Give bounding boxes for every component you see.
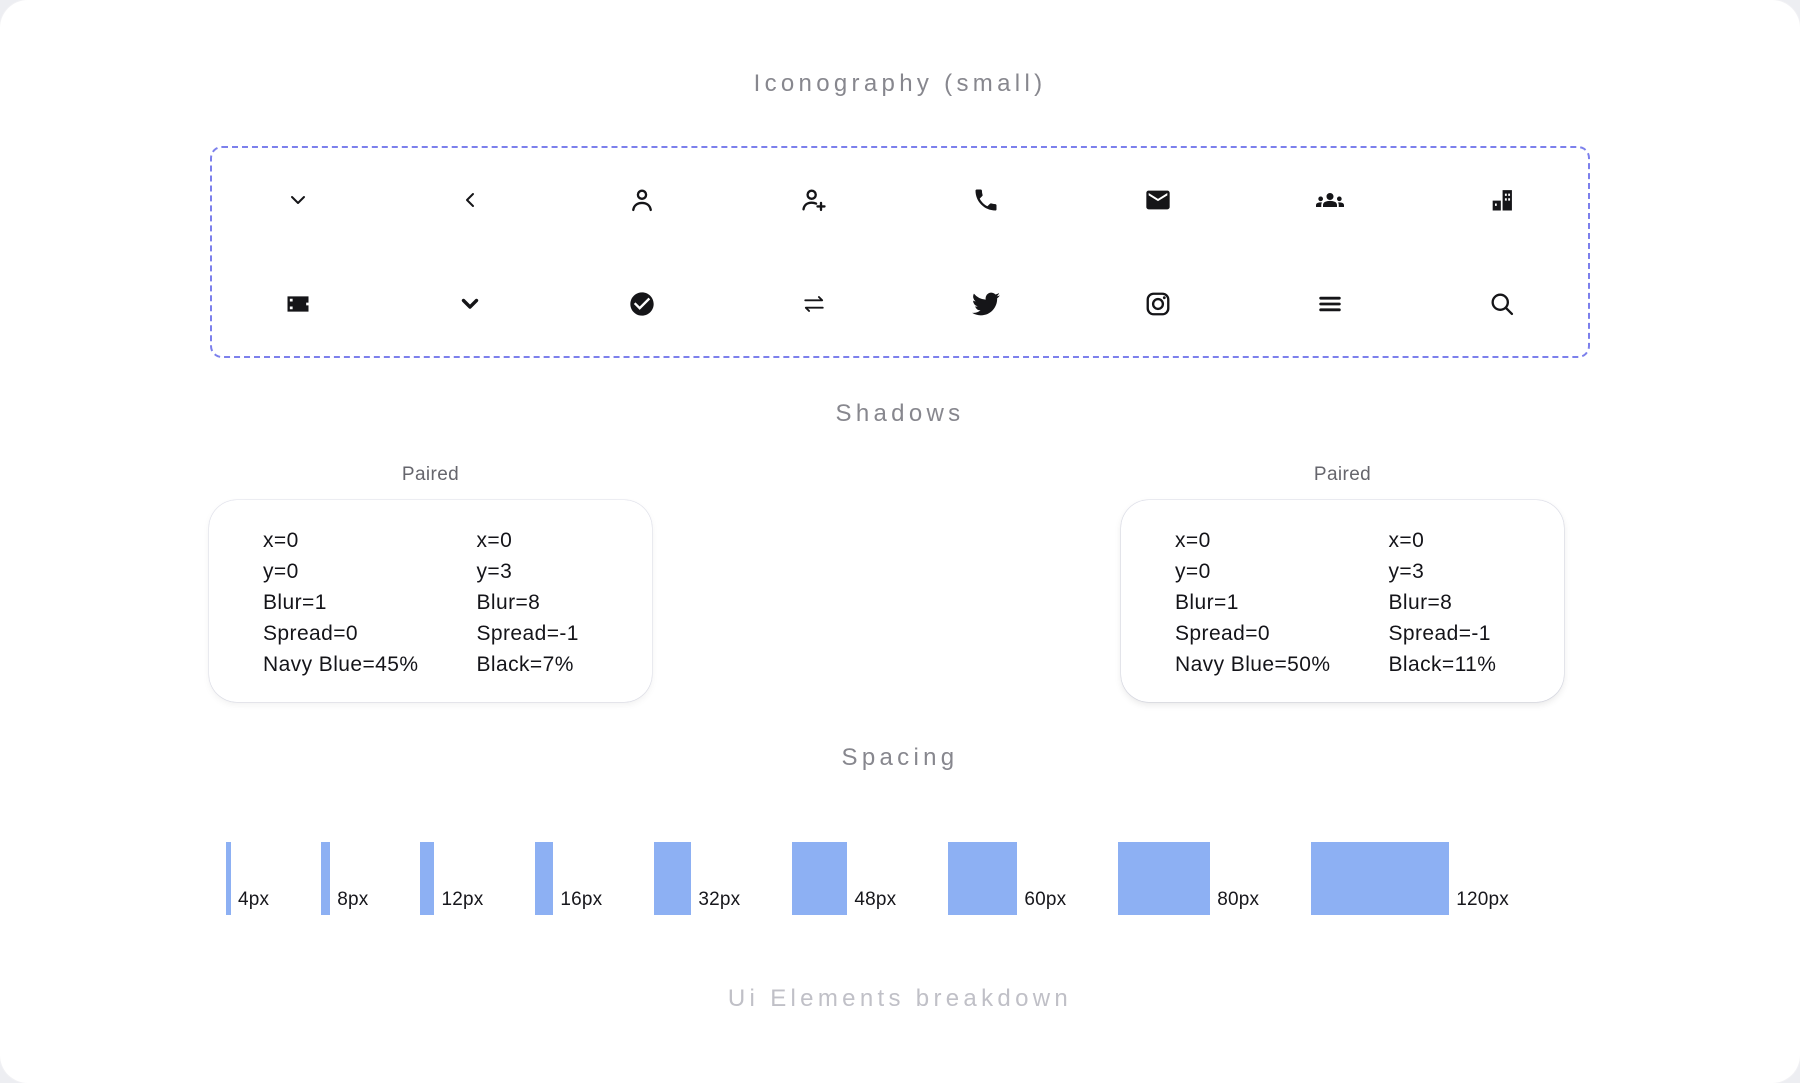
paired-label: Paired — [1313, 464, 1372, 485]
icon-cell-chevron-down — [283, 185, 313, 215]
shadows-section: Paired x=0 y=0 Blur=1 Spread=0 Navy Blue… — [0, 428, 1800, 704]
spacing-bar — [226, 842, 231, 915]
chevron-left-icon — [466, 193, 474, 207]
icon-cell-chevron-left — [455, 185, 485, 215]
check-circle-icon — [630, 292, 654, 316]
shadow-spec-card-1: x=0 y=0 Blur=1 Spread=0 Navy Blue=45% x=… — [209, 500, 652, 702]
icon-cell-check-circle — [627, 289, 657, 319]
shadow-spec-line: Blur=1 — [1175, 591, 1239, 614]
spacing-token-32: 32px — [654, 842, 740, 915]
iconography-panel — [210, 146, 1590, 358]
spacing-bar — [1118, 842, 1211, 915]
swap-horizontal-icon — [804, 296, 824, 312]
icon-cell-office-building — [1487, 185, 1517, 215]
shadow-spec-line: Spread=-1 — [476, 622, 579, 645]
shadow-spec-line: Blur=8 — [1388, 591, 1453, 614]
shadow-spec-column: x=0 y=0 Blur=1 Spread=0 Navy Blue=45% — [263, 525, 418, 702]
spacing-bar — [321, 842, 331, 915]
spacing-label: 48px — [854, 889, 897, 910]
spacing-bar — [654, 842, 692, 915]
icon-cell-user — [627, 185, 657, 215]
menu-icon — [1319, 296, 1341, 312]
shadow-spec-line: Navy Blue=50% — [1175, 653, 1331, 676]
paired-label: Paired — [401, 464, 460, 485]
spacing-scale: 4px 8px 12px 16px 32px 48px 60px 80px — [226, 842, 1800, 915]
shadow-spec-line: Black=11% — [1388, 653, 1497, 676]
spacing-label: 8px — [337, 889, 369, 910]
shadow-spec-line: Navy Blue=45% — [263, 653, 419, 676]
spacing-token-80: 80px — [1118, 842, 1259, 915]
icon-cell-user-add — [799, 185, 829, 215]
user-icon — [632, 189, 652, 212]
shadow-spec-line: Spread=0 — [1175, 622, 1271, 645]
spacing-label: 120px — [1456, 889, 1509, 910]
shadow-spec-line: y=0 — [263, 560, 299, 583]
icon-cell-mail — [1143, 185, 1173, 215]
spacing-token-48: 48px — [792, 842, 896, 915]
spacing-section-title: Spacing — [841, 744, 959, 771]
shadow-card-group-2: Paired x=0 y=0 Blur=1 Spread=0 Navy Blue… — [1121, 428, 1564, 702]
shadow-card-group-1: Paired x=0 y=0 Blur=1 Spread=0 Navy Blue… — [209, 428, 652, 702]
shadows-section-title: Shadows — [835, 400, 965, 427]
search-icon — [1491, 293, 1514, 316]
shadow-spec-line: Blur=1 — [263, 591, 327, 614]
icon-cell-group — [1315, 185, 1345, 215]
shadow-spec-column: x=0 y=3 Blur=8 Spread=-1 Black=7% — [476, 525, 578, 702]
icon-cell-twitter — [971, 289, 1001, 319]
spacing-label: 16px — [560, 889, 603, 910]
chevron-down-icon — [291, 196, 305, 204]
shadow-spec-line: x=0 — [1175, 529, 1211, 552]
spacing-token-60: 60px — [948, 842, 1066, 915]
icon-cell-movie — [283, 289, 313, 319]
chevron-down-bold-icon — [461, 298, 479, 309]
spacing-label: 32px — [698, 889, 741, 910]
shadow-spec-line: x=0 — [476, 529, 513, 552]
shadow-spec-line: Blur=8 — [476, 591, 541, 614]
icon-cell-menu — [1315, 289, 1345, 319]
spacing-bar — [420, 842, 435, 915]
instagram-icon — [1146, 292, 1170, 316]
spacing-token-16: 16px — [535, 842, 602, 915]
office-building-icon — [1492, 190, 1512, 211]
shadow-spec-card-2: x=0 y=0 Blur=1 Spread=0 Navy Blue=50% x=… — [1121, 500, 1564, 702]
shadow-spec-line: y=0 — [1175, 560, 1211, 583]
spacing-token-12: 12px — [420, 842, 483, 915]
shadow-spec-column: x=0 y=0 Blur=1 Spread=0 Navy Blue=50% — [1175, 525, 1330, 702]
spacing-token-8: 8px — [321, 842, 368, 915]
spacing-label: 60px — [1024, 889, 1067, 910]
icon-cell-chevron-down-bold — [455, 289, 485, 319]
ui-elements-breakdown-title: Ui Elements breakdown — [727, 985, 1073, 1012]
icon-cell-instagram — [1143, 289, 1173, 319]
spacing-label: 4px — [238, 889, 270, 910]
icon-cell-search — [1487, 289, 1517, 319]
shadow-spec-line: y=3 — [1388, 560, 1425, 583]
shadow-spec-line: x=0 — [1388, 529, 1425, 552]
spacing-token-4: 4px — [226, 842, 269, 915]
shadow-spec-line: Spread=-1 — [1388, 622, 1491, 645]
spacing-bar — [535, 842, 554, 915]
phone-icon — [975, 189, 997, 211]
mail-icon — [1146, 190, 1170, 210]
spacing-label: 80px — [1217, 889, 1260, 910]
spacing-token-120: 120px — [1311, 842, 1509, 915]
twitter-icon — [972, 292, 1000, 316]
iconography-section-title: Iconography (small) — [753, 70, 1047, 97]
spacing-label: 12px — [441, 889, 484, 910]
spacing-bar — [1311, 842, 1450, 915]
shadow-spec-line: y=3 — [476, 560, 513, 583]
shadow-spec-line: Spread=0 — [263, 622, 359, 645]
shadow-spec-line: x=0 — [263, 529, 299, 552]
user-add-icon — [802, 189, 826, 212]
shadow-spec-line: Black=7% — [476, 653, 574, 676]
icon-cell-swap-horizontal — [799, 289, 829, 319]
group-icon — [1316, 193, 1344, 207]
spacing-bar — [948, 842, 1018, 915]
shadow-spec-column: x=0 y=3 Blur=8 Spread=-1 Black=11% — [1388, 525, 1496, 702]
icon-cell-phone — [971, 185, 1001, 215]
movie-icon — [287, 296, 309, 312]
spacing-bar — [792, 842, 848, 915]
